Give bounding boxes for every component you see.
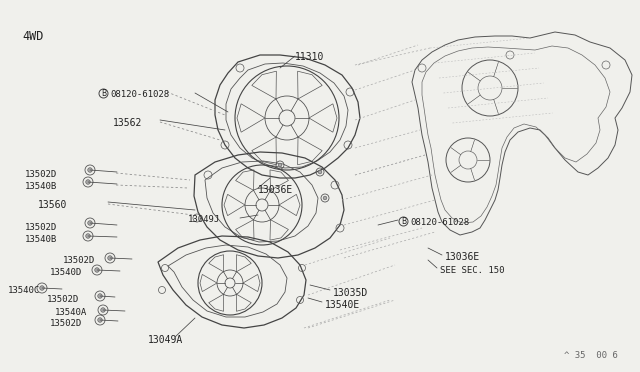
Circle shape (88, 168, 92, 172)
Text: 13540A: 13540A (55, 308, 87, 317)
Circle shape (100, 308, 105, 312)
Text: 13049J: 13049J (188, 215, 220, 224)
Text: B: B (101, 89, 106, 98)
Circle shape (88, 221, 92, 225)
Text: SEE SEC. 150: SEE SEC. 150 (440, 266, 504, 275)
Text: 13502D: 13502D (50, 319, 83, 328)
Text: B: B (401, 217, 406, 226)
Text: 13036E: 13036E (258, 185, 293, 195)
Text: 13502D: 13502D (63, 256, 95, 265)
Circle shape (95, 268, 99, 272)
Text: 13502D: 13502D (25, 170, 57, 179)
Text: 13540B: 13540B (25, 235, 57, 244)
Text: 13036E: 13036E (445, 252, 480, 262)
Text: 13560: 13560 (38, 200, 67, 210)
Text: 13540B: 13540B (25, 182, 57, 191)
Text: ^ 35  00 6: ^ 35 00 6 (564, 351, 618, 360)
Circle shape (98, 318, 102, 322)
Text: 13502D: 13502D (25, 223, 57, 232)
Text: 08120-61028: 08120-61028 (110, 90, 169, 99)
Circle shape (278, 163, 282, 167)
Text: 13540E: 13540E (325, 300, 360, 310)
Text: 13562: 13562 (113, 118, 142, 128)
Circle shape (318, 170, 322, 174)
Text: 13035D: 13035D (333, 288, 368, 298)
Text: 13540C: 13540C (8, 286, 40, 295)
Circle shape (108, 256, 112, 260)
Text: 4WD: 4WD (22, 30, 44, 43)
Text: 11310: 11310 (295, 52, 324, 62)
Circle shape (323, 196, 327, 200)
Text: 13049A: 13049A (148, 335, 183, 345)
Text: 13540D: 13540D (50, 268, 83, 277)
Circle shape (40, 286, 44, 290)
Circle shape (86, 180, 90, 184)
Circle shape (98, 294, 102, 298)
Text: 13502D: 13502D (47, 295, 79, 304)
Text: 08120-61028: 08120-61028 (410, 218, 469, 227)
Circle shape (86, 234, 90, 238)
